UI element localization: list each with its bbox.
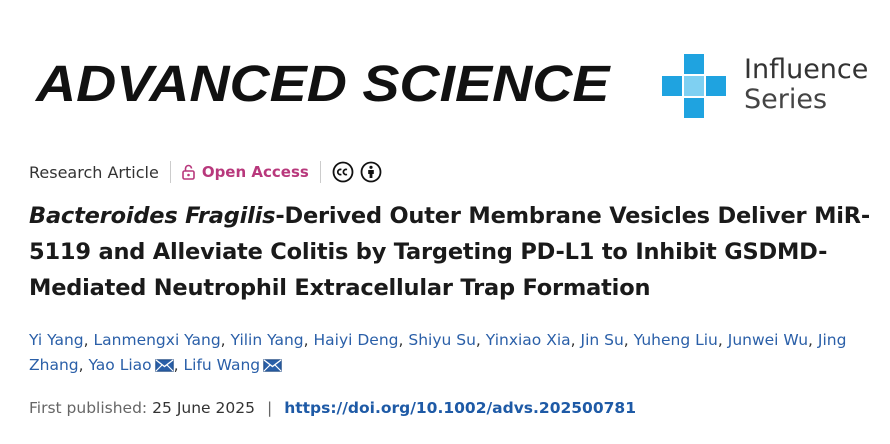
author-link[interactable]: Junwei Wu [727, 331, 809, 349]
influence-cross-icon [662, 54, 726, 118]
divider: | [266, 399, 273, 417]
author-separator: , [398, 331, 409, 349]
author-separator: , [808, 331, 818, 349]
author-link[interactable]: Yilin Yang [230, 331, 304, 349]
author-link[interactable]: Lifu Wang [183, 356, 261, 374]
author-link[interactable]: Jin Su [580, 331, 624, 349]
author-separator: , [220, 331, 231, 349]
author-separator: , [623, 331, 634, 349]
author-link[interactable]: Yinxiao Xia [485, 331, 571, 349]
publication-info: First published: 25 June 2025 | https://… [29, 399, 636, 417]
unlock-icon [182, 164, 195, 180]
attribution-icon[interactable] [360, 161, 382, 183]
author-link[interactable]: Haiyi Deng [313, 331, 399, 349]
open-access-badge[interactable]: Open Access [182, 163, 309, 181]
doi-link[interactable]: https://doi.org/10.1002/advs.202500781 [284, 399, 636, 417]
series-name-line2: Series [744, 84, 828, 115]
article-meta-row: Research Article Open Access [29, 160, 382, 184]
author-separator: , [475, 331, 486, 349]
title-main-part: -Derived Outer Membrane Vesicles Deliver… [29, 203, 871, 301]
creative-commons-icon[interactable] [332, 161, 354, 183]
author-separator: , [303, 331, 314, 349]
divider [169, 161, 171, 183]
title-italic-part: Bacteroides Fragilis [29, 203, 276, 229]
author-link[interactable]: Jing Zhang [29, 331, 847, 374]
author-link[interactable]: Yi Yang [29, 331, 84, 349]
series-name-line1: Influence [744, 54, 869, 85]
author-separator: , [717, 331, 728, 349]
author-link[interactable]: Yao Liao [88, 356, 152, 374]
author-separator: , [83, 331, 94, 349]
author-list: Yi Yang, Lanmengxi Yang, Yilin Yang, Hai… [29, 328, 879, 380]
article-type: Research Article [29, 162, 159, 182]
first-published-label: First published: [29, 399, 148, 417]
open-access-label: Open Access [201, 163, 309, 181]
journal-logo[interactable]: ADVANCED SCIENCE [36, 55, 610, 112]
author-separator: , [570, 331, 581, 349]
divider [319, 161, 321, 183]
email-icon[interactable] [154, 355, 174, 380]
author-link[interactable]: Yuheng Liu [633, 331, 718, 349]
email-icon[interactable] [263, 355, 282, 380]
author-separator: , [173, 356, 184, 374]
author-link[interactable]: Lanmengxi Yang [93, 331, 221, 349]
publication-date: 25 June 2025 [152, 399, 255, 417]
license-icons[interactable] [332, 161, 382, 183]
article-title: Bacteroides Fragilis-Derived Outer Membr… [29, 198, 879, 306]
author-link[interactable]: Shiyu Su [408, 331, 476, 349]
author-separator: , [78, 356, 89, 374]
